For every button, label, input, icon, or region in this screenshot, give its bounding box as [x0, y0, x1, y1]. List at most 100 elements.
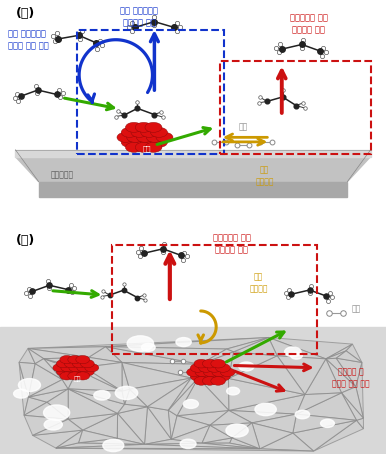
- Circle shape: [68, 355, 82, 364]
- Polygon shape: [210, 410, 252, 425]
- Text: 백금 표면에서의
탈수소화 반응: 백금 표면에서의 탈수소화 반응: [120, 7, 158, 28]
- Polygon shape: [62, 370, 78, 389]
- Polygon shape: [117, 414, 144, 444]
- Polygon shape: [79, 430, 117, 443]
- Polygon shape: [229, 410, 296, 423]
- Circle shape: [80, 368, 94, 376]
- Polygon shape: [28, 348, 44, 364]
- Circle shape: [187, 368, 201, 377]
- Polygon shape: [198, 378, 229, 410]
- Circle shape: [103, 439, 124, 452]
- Circle shape: [121, 127, 138, 137]
- Polygon shape: [73, 367, 78, 370]
- Polygon shape: [296, 393, 357, 420]
- Circle shape: [68, 372, 82, 380]
- Polygon shape: [168, 410, 177, 439]
- Polygon shape: [230, 438, 260, 449]
- Polygon shape: [68, 389, 125, 404]
- Bar: [220, 61, 371, 154]
- Circle shape: [211, 376, 225, 385]
- Circle shape: [284, 347, 301, 357]
- Circle shape: [216, 364, 230, 372]
- Polygon shape: [33, 430, 83, 448]
- Polygon shape: [78, 367, 84, 370]
- Polygon shape: [83, 414, 118, 438]
- Polygon shape: [62, 369, 78, 380]
- Circle shape: [127, 336, 154, 351]
- Polygon shape: [78, 367, 122, 391]
- Circle shape: [14, 389, 29, 398]
- Text: 수소: 수소: [239, 123, 248, 132]
- Polygon shape: [293, 414, 357, 433]
- Circle shape: [199, 372, 213, 381]
- Polygon shape: [234, 337, 277, 356]
- Polygon shape: [56, 443, 144, 448]
- Circle shape: [77, 364, 91, 372]
- Circle shape: [183, 400, 198, 409]
- Polygon shape: [39, 182, 347, 197]
- Circle shape: [255, 403, 276, 416]
- Polygon shape: [232, 423, 260, 449]
- Circle shape: [227, 387, 240, 395]
- Circle shape: [203, 368, 218, 377]
- Circle shape: [141, 137, 158, 147]
- Polygon shape: [24, 402, 68, 419]
- Polygon shape: [305, 359, 342, 395]
- Polygon shape: [296, 393, 342, 414]
- Polygon shape: [68, 414, 118, 430]
- Text: 스필오버에 의한
탈수소화 반응: 스필오버에 의한 탈수소화 반응: [290, 14, 328, 35]
- Circle shape: [80, 360, 94, 368]
- Circle shape: [190, 372, 205, 381]
- Circle shape: [125, 142, 142, 152]
- Circle shape: [61, 364, 75, 372]
- Circle shape: [211, 360, 225, 368]
- Polygon shape: [19, 362, 35, 397]
- Circle shape: [127, 132, 144, 143]
- Circle shape: [295, 410, 310, 419]
- Text: 백금 표면에서의
수소화 분해 반응: 백금 표면에서의 수소화 분해 반응: [8, 30, 49, 50]
- Circle shape: [199, 364, 213, 372]
- Polygon shape: [44, 359, 78, 369]
- Polygon shape: [118, 404, 147, 414]
- Text: 촉매담지체: 촉매담지체: [50, 170, 73, 179]
- Circle shape: [141, 343, 155, 351]
- Polygon shape: [336, 351, 362, 362]
- Circle shape: [44, 419, 62, 430]
- Bar: [77, 30, 224, 154]
- Circle shape: [19, 379, 41, 391]
- Polygon shape: [293, 420, 357, 451]
- Polygon shape: [44, 359, 73, 380]
- Circle shape: [56, 360, 70, 368]
- Polygon shape: [336, 358, 362, 387]
- Polygon shape: [342, 393, 363, 420]
- Circle shape: [146, 132, 163, 143]
- Circle shape: [64, 368, 78, 376]
- Polygon shape: [0, 327, 386, 454]
- Polygon shape: [229, 378, 305, 410]
- Polygon shape: [15, 157, 371, 182]
- Polygon shape: [357, 418, 364, 429]
- Polygon shape: [200, 352, 234, 378]
- Polygon shape: [118, 407, 147, 444]
- Polygon shape: [15, 150, 371, 157]
- Circle shape: [76, 355, 90, 364]
- Polygon shape: [210, 423, 252, 438]
- Polygon shape: [269, 337, 352, 359]
- Circle shape: [291, 352, 302, 359]
- Circle shape: [220, 368, 235, 377]
- Polygon shape: [78, 357, 89, 367]
- Polygon shape: [198, 364, 229, 378]
- Polygon shape: [47, 389, 68, 419]
- Circle shape: [60, 372, 74, 380]
- Polygon shape: [229, 352, 277, 378]
- Circle shape: [216, 372, 230, 381]
- Polygon shape: [84, 362, 122, 391]
- Polygon shape: [326, 358, 356, 387]
- Polygon shape: [122, 362, 130, 391]
- Polygon shape: [144, 439, 202, 444]
- Polygon shape: [252, 423, 293, 449]
- Circle shape: [121, 137, 138, 147]
- Circle shape: [202, 360, 217, 368]
- Polygon shape: [326, 351, 346, 359]
- Polygon shape: [19, 348, 35, 364]
